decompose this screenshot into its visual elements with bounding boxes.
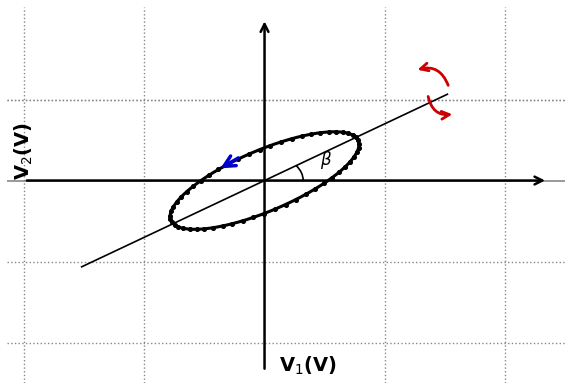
Point: [260, 210, 269, 216]
Point: [168, 219, 177, 225]
Point: [234, 156, 243, 162]
Point: [166, 208, 176, 215]
Point: [209, 225, 218, 231]
Point: [218, 223, 227, 229]
Point: [244, 151, 253, 157]
Point: [170, 222, 179, 228]
Point: [348, 132, 358, 138]
Point: [311, 186, 320, 192]
Point: [287, 136, 296, 142]
Point: [255, 147, 264, 153]
Point: [271, 206, 280, 212]
Text: V$_2$(V): V$_2$(V): [13, 123, 35, 181]
Point: [189, 183, 198, 189]
Point: [249, 214, 258, 220]
Point: [335, 169, 344, 176]
Point: [338, 129, 347, 135]
Point: [169, 204, 178, 210]
Point: [174, 224, 183, 230]
Point: [266, 142, 275, 149]
Point: [228, 221, 237, 227]
Point: [352, 149, 362, 155]
Point: [182, 188, 192, 195]
Point: [205, 172, 214, 178]
Point: [354, 144, 363, 151]
Point: [327, 175, 336, 181]
Point: [324, 129, 333, 135]
Point: [291, 197, 300, 203]
Point: [281, 201, 290, 207]
Point: [349, 153, 359, 160]
Point: [297, 133, 306, 139]
Point: [238, 218, 247, 224]
Text: V$_1$(V): V$_1$(V): [279, 355, 336, 377]
Point: [185, 226, 194, 232]
Text: β: β: [320, 151, 331, 169]
Point: [224, 161, 233, 167]
Point: [166, 216, 175, 222]
Point: [332, 129, 341, 135]
Point: [351, 134, 360, 140]
Point: [341, 164, 350, 170]
Point: [214, 167, 223, 173]
Point: [200, 226, 209, 232]
Point: [192, 226, 201, 232]
Point: [353, 137, 363, 144]
Point: [196, 177, 205, 184]
Point: [276, 139, 285, 145]
Point: [355, 140, 364, 147]
Point: [307, 131, 316, 137]
Point: [316, 129, 325, 136]
Point: [179, 225, 188, 231]
Point: [172, 199, 181, 205]
Point: [344, 130, 353, 136]
Point: [319, 180, 328, 186]
Point: [301, 191, 311, 197]
Point: [165, 213, 174, 219]
Point: [345, 158, 355, 165]
Point: [177, 194, 186, 200]
